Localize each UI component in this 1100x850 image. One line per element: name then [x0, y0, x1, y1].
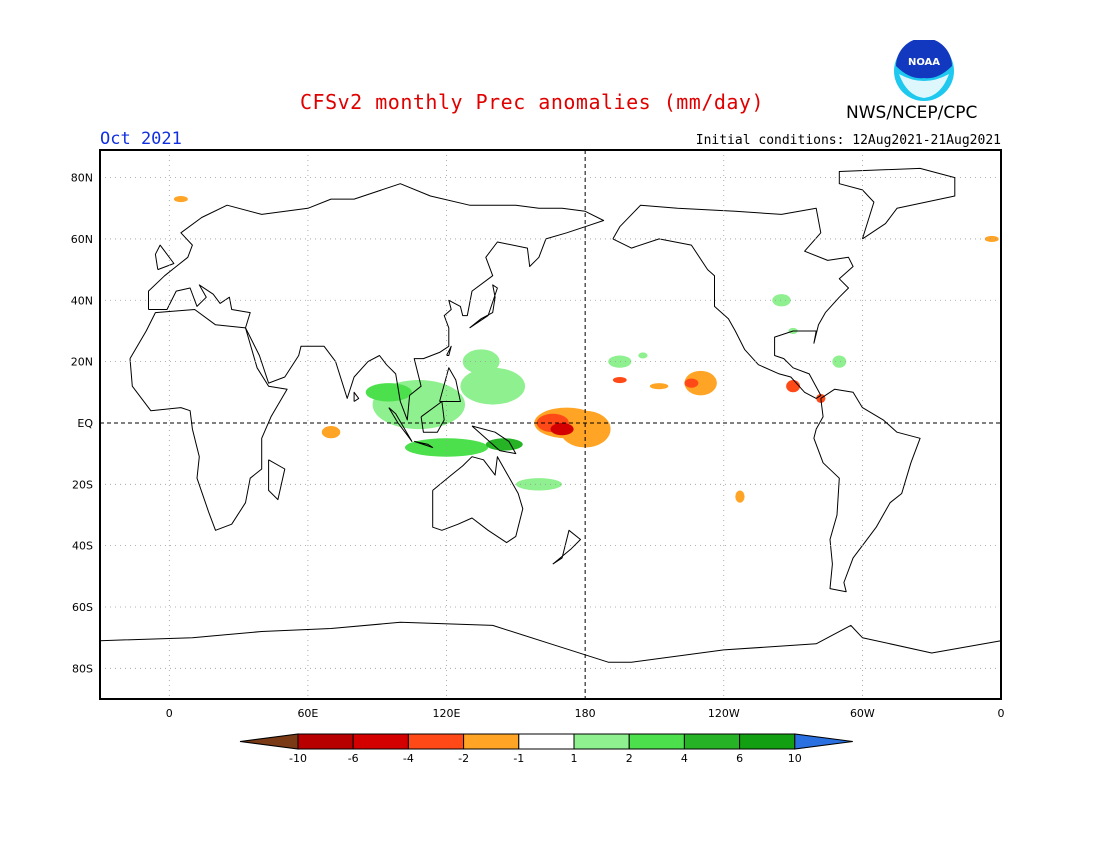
legend-swatch [297, 733, 354, 750]
lat-label: 20N [71, 356, 93, 369]
lat-label: EQ [77, 417, 93, 430]
lat-label: 40N [71, 294, 93, 307]
anomaly-patch [404, 438, 489, 457]
legend-tick-label: 10 [788, 752, 802, 765]
anomaly-patch [612, 376, 627, 384]
coastline [129, 309, 288, 531]
anomaly-patch [485, 438, 523, 451]
anomaly-patch [684, 370, 717, 396]
agency-label: NWS/NCEP/CPC [846, 103, 978, 123]
coastline [471, 425, 517, 455]
anomaly-patch [462, 349, 500, 374]
legend-tick-label: 4 [681, 752, 688, 765]
lon-label: 0 [166, 707, 173, 720]
coastline [432, 456, 524, 544]
anomaly-patch [984, 235, 999, 243]
logo-text: NOAA [908, 57, 940, 68]
anomaly-patch [735, 490, 745, 503]
longitude-labels: 0 60E 120E 180 120W 60W 0 [166, 707, 1005, 720]
lon-label: 0 [998, 707, 1005, 720]
color-legend: -10 -6 -4 -2 -1 1 2 4 6 10 [239, 733, 853, 765]
graticule [100, 150, 1002, 699]
anomaly-patches [173, 196, 999, 503]
anomaly-patch [649, 383, 669, 390]
legend-tick-label: -6 [348, 752, 359, 765]
anomaly-patch [832, 355, 847, 368]
legend-arrow-high [794, 733, 853, 750]
anomaly-patch [786, 380, 801, 393]
legend-tick-label: 6 [736, 752, 743, 765]
coastline [420, 401, 445, 433]
coastline [612, 204, 854, 399]
coastline [813, 388, 921, 593]
coastline [99, 621, 1002, 663]
latitude-labels: 80N 60N 40N 20N EQ 20S 40S 60S 80S [71, 172, 94, 676]
lat-label: 80N [71, 172, 93, 185]
legend-swatch [573, 733, 630, 750]
legend-arrow-low [239, 733, 299, 750]
anomaly-patch [608, 355, 632, 368]
coastline [388, 407, 413, 442]
noaa-logo: NOAA [894, 40, 954, 101]
lat-label: 60S [72, 601, 93, 614]
legend-tick-label: -2 [458, 752, 469, 765]
anomaly-patch [460, 367, 526, 405]
coastline [446, 345, 452, 356]
legend-swatch [518, 733, 575, 750]
anomaly-patch [772, 294, 791, 307]
legend-swatch [407, 733, 465, 750]
month-label: Oct 2021 [100, 129, 182, 149]
lon-label: 60E [297, 707, 318, 720]
coastline [469, 284, 498, 329]
lon-label: 60W [850, 707, 875, 720]
anomaly-patch [365, 383, 412, 402]
anomaly-patch [550, 422, 574, 436]
map-frame [99, 149, 1002, 700]
lon-label: 120E [433, 707, 461, 720]
anomaly-patch [638, 352, 648, 359]
anomaly-patch [559, 410, 611, 448]
lon-label: 120W [708, 707, 740, 720]
coastline [439, 367, 461, 402]
anomaly-patch [515, 478, 563, 491]
legend-swatch [463, 733, 520, 750]
legend-tick-label: 1 [571, 752, 578, 765]
legend-tick-label: -1 [513, 752, 524, 765]
map-title: CFSv2 monthly Prec anomalies (mm/day) [300, 90, 765, 114]
lat-label: 80S [72, 662, 93, 675]
lat-label: 40S [72, 540, 93, 553]
anomaly-patch [173, 196, 188, 203]
lat-label: 60N [71, 233, 93, 246]
legend-tick-label: -10 [289, 752, 307, 765]
coastline [353, 391, 360, 402]
initial-conditions: Initial conditions: 12Aug2021-21Aug2021 [695, 133, 1001, 148]
lat-label: 20S [72, 478, 93, 491]
coastline [552, 529, 581, 565]
coastline [838, 167, 956, 240]
lon-label: 180 [575, 707, 596, 720]
coastline [414, 440, 434, 448]
coastlines [99, 167, 1002, 663]
legend-tick-label: -4 [403, 752, 414, 765]
coastline [148, 183, 605, 421]
legend-tick-label: 2 [626, 752, 633, 765]
legend-swatch [352, 733, 409, 750]
legend-swatch [628, 733, 685, 750]
anomaly-patch [321, 426, 341, 439]
coastline [154, 244, 175, 271]
legend-swatch [739, 733, 796, 750]
legend-swatch [683, 733, 741, 750]
coastline [268, 459, 286, 501]
anomaly-patch [684, 378, 699, 388]
